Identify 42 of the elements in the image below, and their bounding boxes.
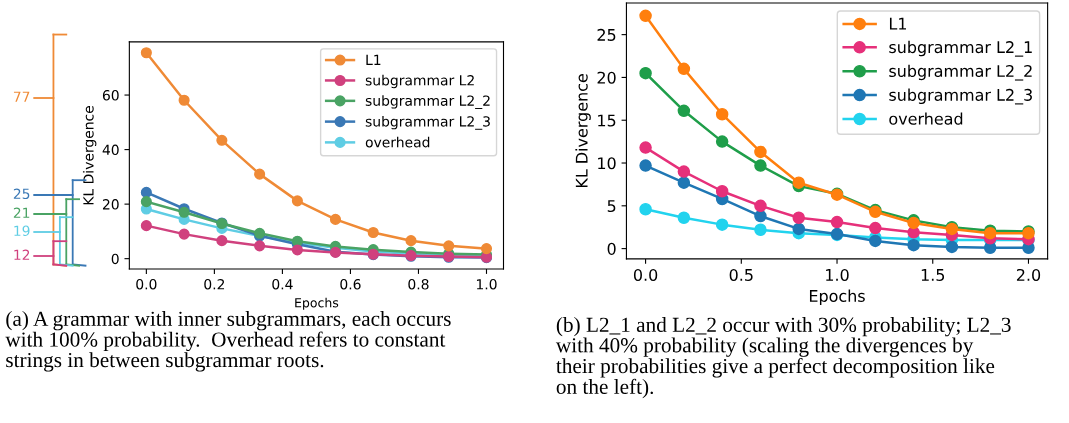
y-tick-label: 5 [607,200,616,213]
x-axis-title: Epochs [809,289,865,306]
x-tick-label: 0.6 [340,279,361,290]
y-tick-label: 10 [598,157,616,170]
legend-label: subgrammar L2 [365,74,474,89]
x-tick-label: 0.0 [633,268,658,281]
text: (b) L2_1 and L2_2 occur with 30% probability; L2_3 with 40% probability (scaling the divergences by their probabilities give a perfect decomposition like on the left). [555,317,1011,399]
y-tick-label: 20 [102,199,119,210]
x-tick-label: 0.2 [204,279,225,290]
y-axis-title: KL Divergence [575,74,591,188]
y-tick-label: 60 [102,90,119,101]
x-axis-title: Epochs [295,297,339,310]
y-tick-label: 0 [607,242,616,255]
text: 19 [14,225,30,237]
legend-label: L1 [366,54,381,65]
x-tick-label: 1.5 [921,269,945,281]
y-tick-label: 15 [598,114,616,127]
text: 77 [13,91,30,102]
legend-label: L1 [889,17,906,30]
x-tick-label: 0.0 [136,279,157,290]
y-axis-title: KL Divergence [82,106,97,205]
legend-label: subgrammar L2_1 [889,40,1032,57]
x-tick-label: 1.0 [826,268,849,281]
x-tick-label: 0.5 [729,268,753,281]
y-tick-label: 20 [597,71,616,84]
x-tick-label: 0.4 [272,279,293,290]
legend-label: overhead [365,136,430,148]
y-tick-label: 0 [111,253,119,265]
legend-label: subgrammar L2_3 [365,115,490,130]
y-tick-label: 25 [597,28,616,41]
text: 21 [13,207,30,218]
legend-label: subgrammar L2_2 [889,64,1032,81]
text: 12 [14,249,30,260]
x-tick-label: 0.8 [408,279,429,290]
x-tick-label: 2.0 [1016,268,1041,281]
legend-label: subgrammar L2_2 [365,95,490,109]
text: (a) A grammar with inner subgrammars, each occurs with 100% probability. Overhead refers to constant strings in between subgrammar roots. [5,311,451,372]
x-tick-label: 1.0 [476,279,497,290]
text: 25 [13,188,30,200]
y-tick-label: 40 [102,144,119,156]
legend-label: subgrammar L2_3 [889,88,1032,105]
legend-label: overhead [889,112,963,125]
